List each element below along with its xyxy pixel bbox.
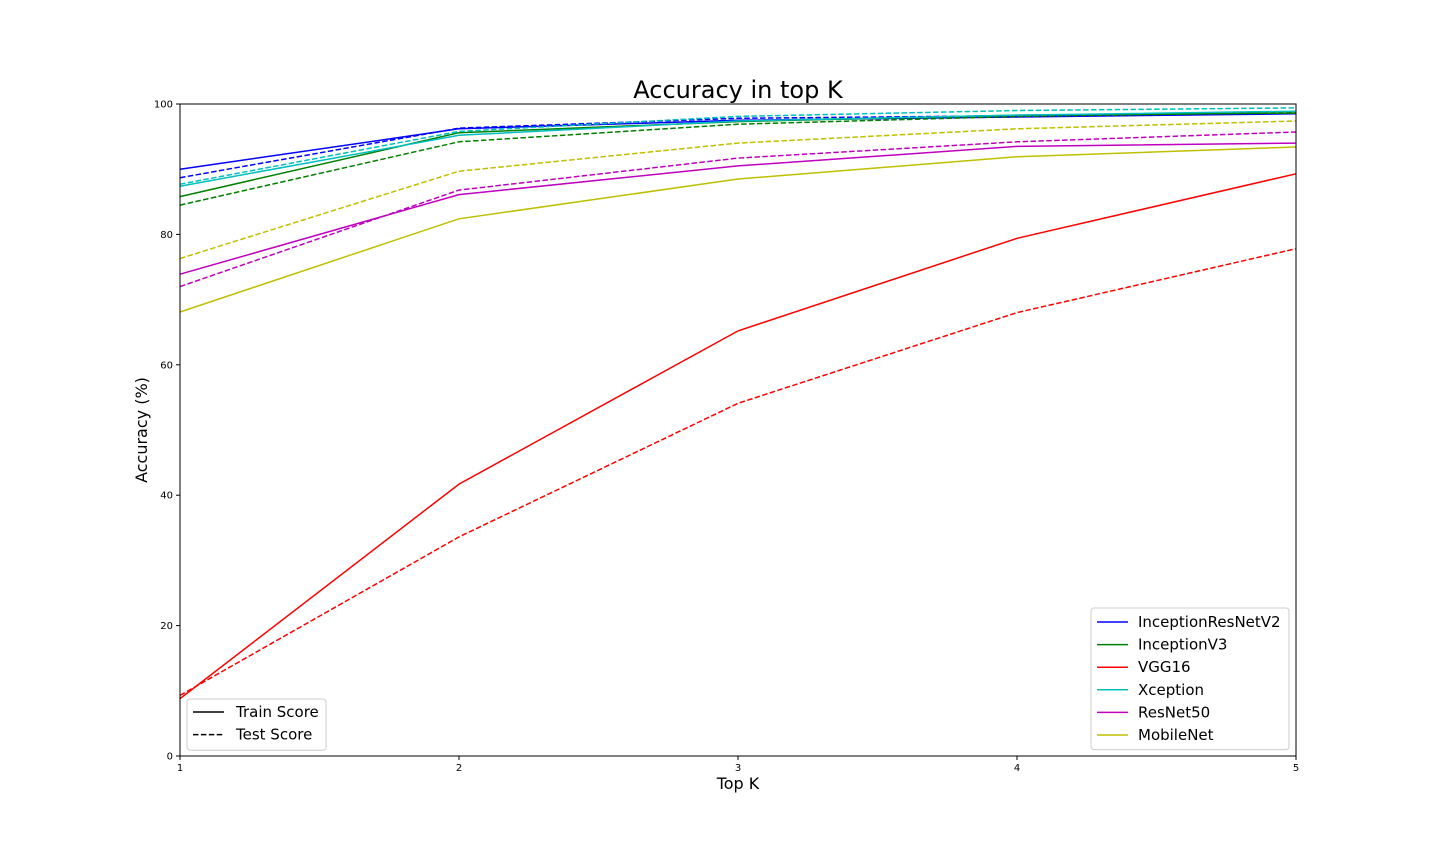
legend-models-frame <box>1090 607 1290 751</box>
legend-item-label: InceptionV3 <box>1138 636 1227 654</box>
ticks-layer: 1 2 3 4 5 0 20 40 60 80 100 <box>154 100 1299 775</box>
mobilenet-test-line <box>179 120 1297 260</box>
y-tick-label: 100 <box>154 100 173 111</box>
legend-models: InceptionResNetV2 InceptionV3 VGG16 Xceptio… <box>1090 607 1290 751</box>
y-tick-label: 60 <box>160 360 173 371</box>
xception-train-line <box>179 110 1297 187</box>
resnet50-train-line <box>179 142 1297 275</box>
x-tick-label: 1 <box>177 763 183 774</box>
inceptionv3-train-line <box>179 112 1297 198</box>
chart-title: Accuracy in top K <box>633 76 844 104</box>
xception-test-line <box>179 107 1297 185</box>
legend-item-label: Xception <box>1138 681 1204 699</box>
mobilenet-train-line <box>179 146 1297 313</box>
series-layer <box>179 107 1297 700</box>
vgg16-test-line <box>179 247 1297 697</box>
vgg16-train-line <box>179 173 1297 700</box>
y-tick-label: 40 <box>160 491 173 502</box>
x-axis-label: Top K <box>716 774 760 793</box>
x-tick-label: 2 <box>456 763 462 774</box>
y-tick-label: 20 <box>160 621 173 632</box>
y-axis-label: Accuracy (%) <box>132 377 151 483</box>
legend-item-label: MobileNet <box>1138 726 1214 744</box>
legend-item-label: Test Score <box>235 726 312 744</box>
y-tick-label: 80 <box>160 230 173 241</box>
x-tick-label: 4 <box>1014 763 1020 774</box>
legend-item-label: InceptionResNetV2 <box>1138 613 1281 631</box>
x-tick-label: 5 <box>1293 763 1299 774</box>
resnet50-test-line <box>179 131 1297 288</box>
legend-item-label: VGG16 <box>1138 658 1191 676</box>
inceptionv3-test-line <box>179 111 1297 206</box>
legend-item-label: ResNet50 <box>1138 703 1210 721</box>
legend-styles: Train Score Test Score <box>186 698 327 751</box>
legend-item-label: Train Score <box>235 703 319 721</box>
y-tick-label: 0 <box>167 752 173 763</box>
x-tick-label: 3 <box>735 763 741 774</box>
